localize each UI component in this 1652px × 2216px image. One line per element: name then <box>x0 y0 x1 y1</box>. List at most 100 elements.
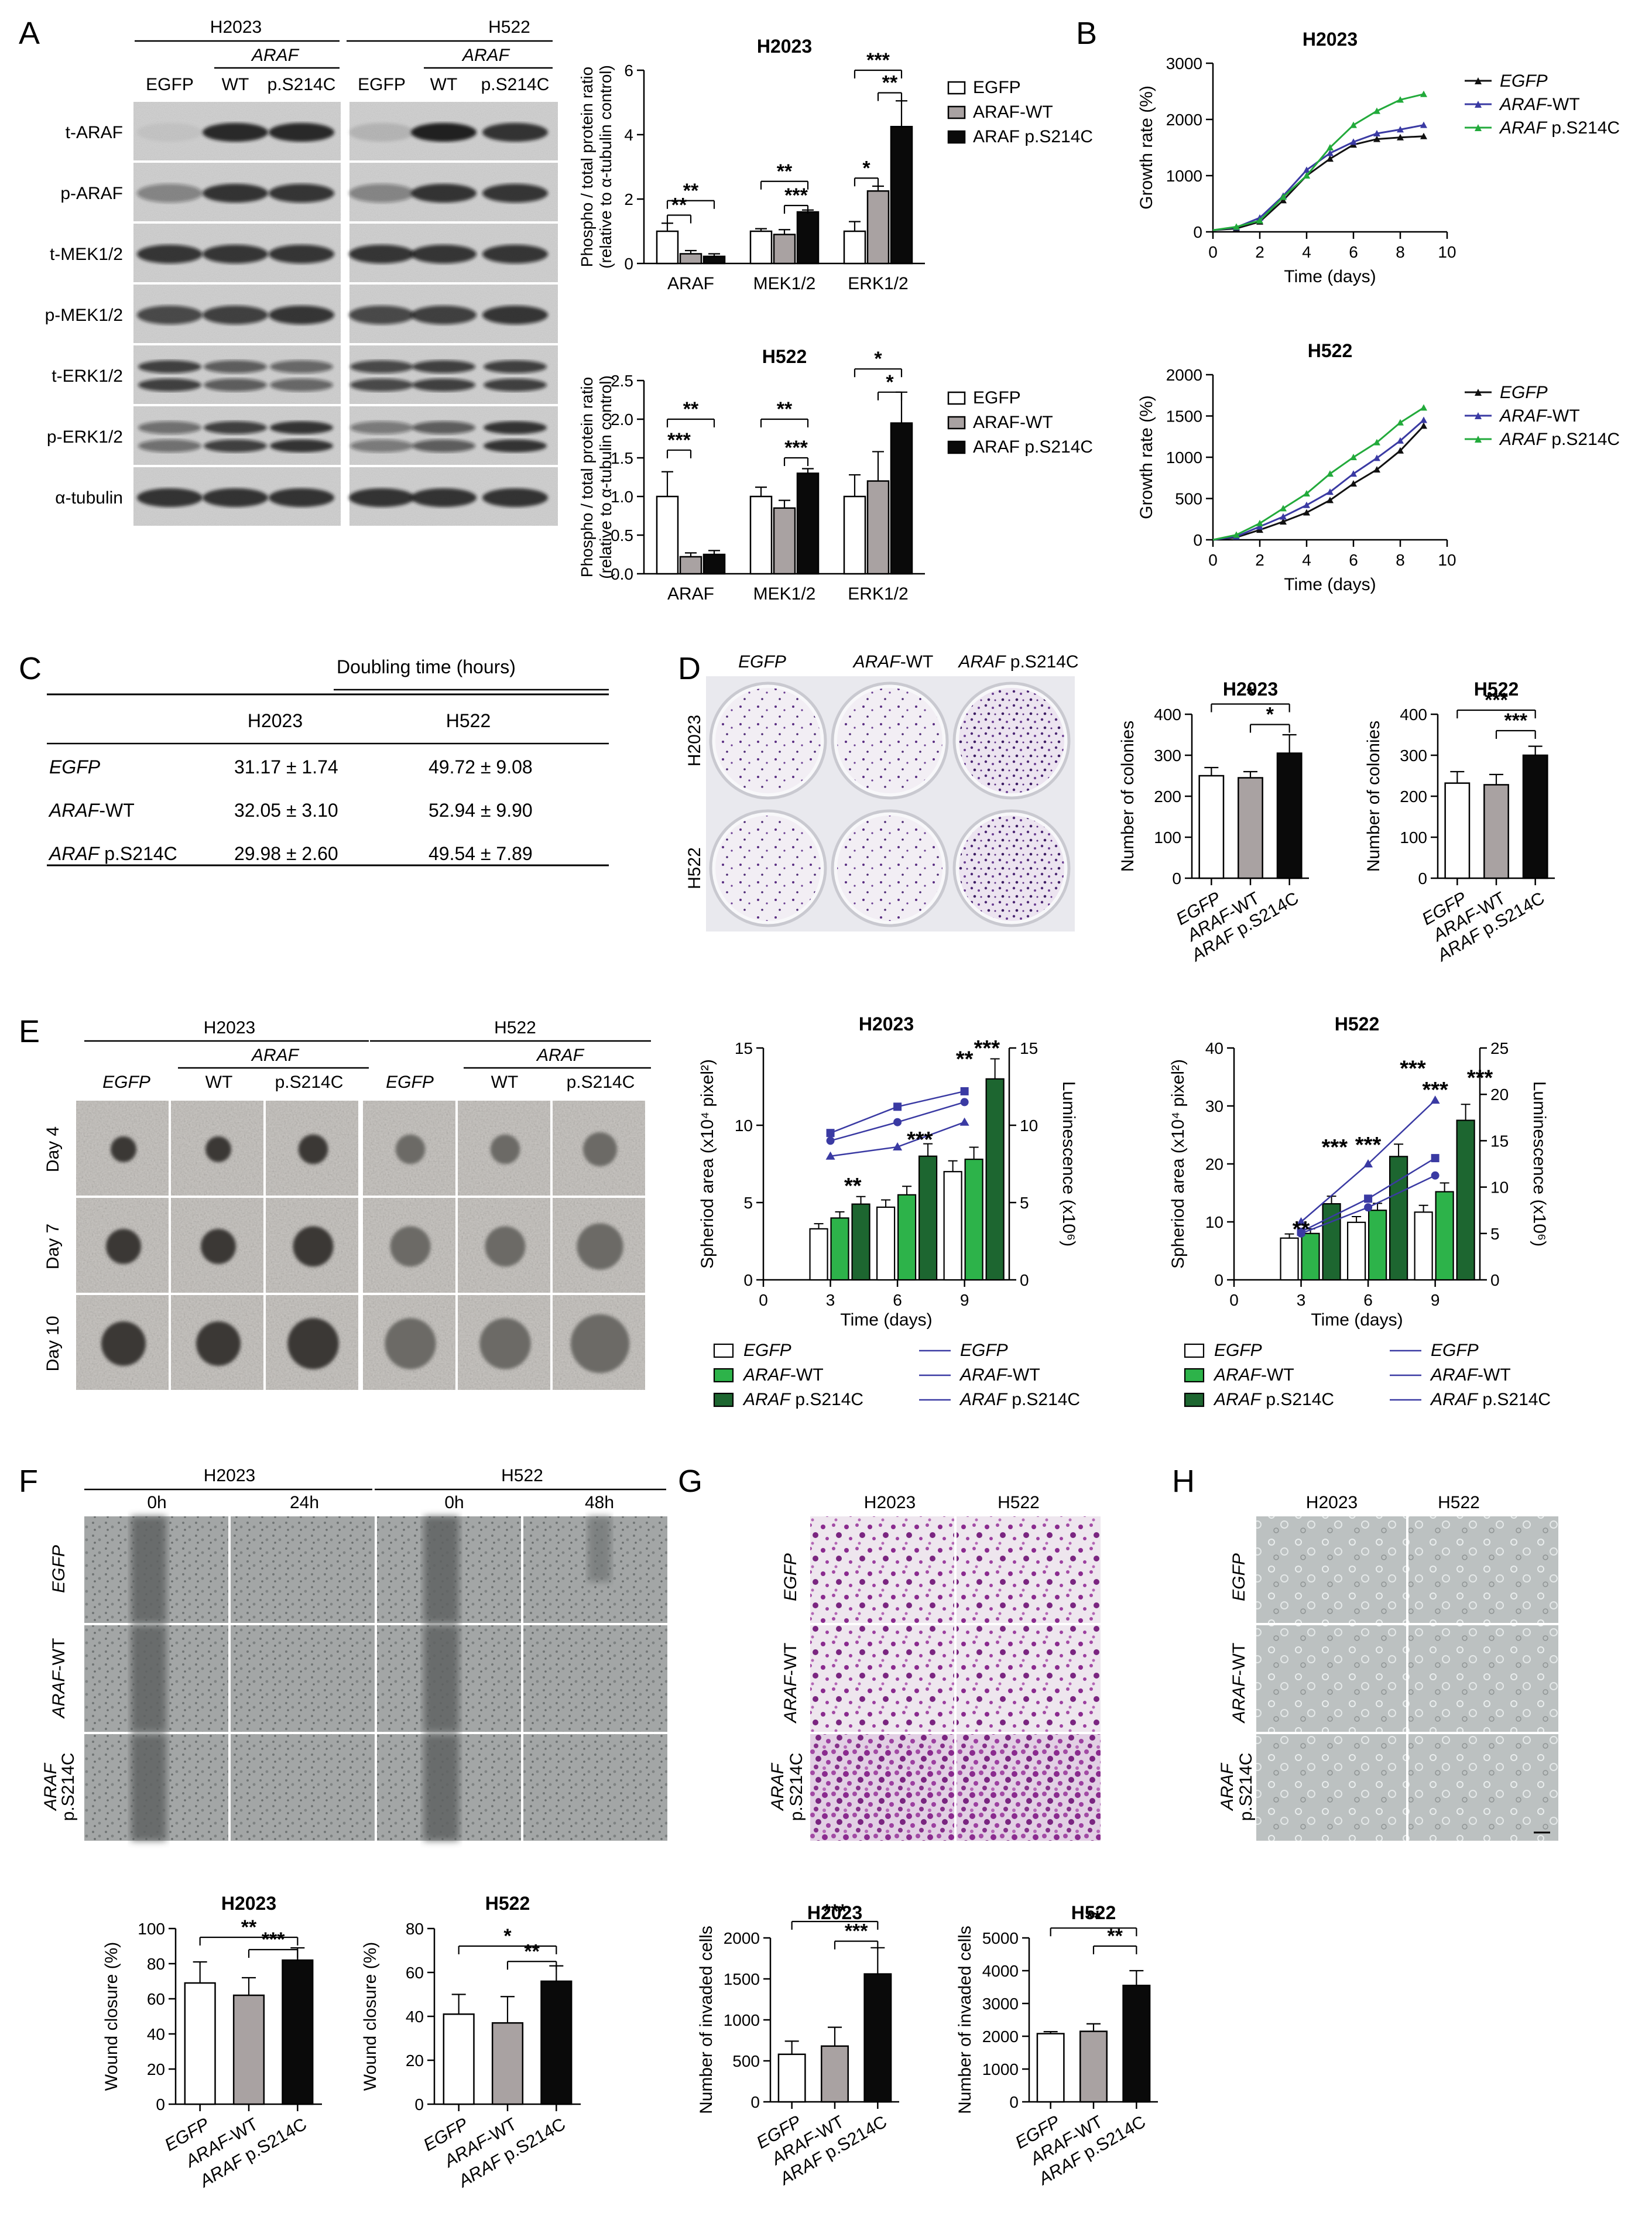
E-H2023-annot-1: *** <box>974 1036 1000 1061</box>
panel-c-table: Doubling time (hours) H2023 H522 EGFP 31.17 … <box>47 656 609 866</box>
blot-band-4-4-b <box>412 378 475 392</box>
inv-row-label-1: ARAF-WT <box>781 1643 800 1724</box>
wound-tile-0-1 <box>231 1516 375 1623</box>
point-E-H2023-1-2 <box>960 1087 969 1095</box>
point-B-H2023-2-8 <box>1397 96 1404 103</box>
E-H2023-x-tick-label-0: 0 <box>759 1291 768 1309</box>
blot-band-0-5 <box>482 123 548 142</box>
wound-gap-1-2 <box>424 1625 459 1732</box>
E-H522-ylabel-right: Luminescence (x10⁶) <box>1530 1081 1549 1246</box>
sph-spheroid-2-0 <box>101 1321 146 1366</box>
bar-A-H522-2-0 <box>843 495 866 575</box>
bar-F-H2023-1 <box>232 1994 265 2105</box>
blot-band-2-4 <box>411 245 477 263</box>
line-B-H522-0 <box>1212 425 1425 541</box>
A-H522-y-tick-label-5: 2.5 <box>611 372 633 390</box>
bar-G-H522-0 <box>1036 2033 1065 2103</box>
phase-row-label-0: EGFP <box>1229 1553 1249 1601</box>
blot-row-label-4: t-ERK1/2 <box>52 367 123 386</box>
blot-lane-label-5: p.S214C <box>481 75 550 94</box>
sph-header-h2023: H2023 <box>204 1018 255 1037</box>
blot-band-5-0-b <box>138 439 201 453</box>
chart-B-H522: H522 0 500 1000 1500 2000 0 2 4 6 8 10 Time (days) Gr… <box>1137 340 1620 594</box>
B-H522-y-tick-label-3: 1500 <box>1166 407 1202 426</box>
table-header: Doubling time (hours) <box>337 656 516 677</box>
sph-header-h522: H522 <box>494 1018 536 1037</box>
B-H2023-x-tick-label-0: 0 <box>1208 243 1218 261</box>
bar-G-H2023-1 <box>821 2045 849 2103</box>
sph-spheroid-1-2 <box>293 1226 334 1267</box>
colony-dish-1-0 <box>715 816 821 921</box>
blot-band-0-2 <box>269 123 334 142</box>
G-H2023-sig-0-stars: *** <box>845 1920 868 1943</box>
bar-A-H2023-2-2 <box>890 126 913 265</box>
sph-spheroid-2-4 <box>479 1318 531 1369</box>
phase-tile-1-0 <box>1256 1625 1406 1732</box>
A-H522-legend-label-2: ARAF p.S214C <box>973 437 1093 457</box>
point-B-H522-0-8 <box>1397 447 1404 454</box>
bar-A-H522-0-1 <box>679 556 702 575</box>
B-H2023-y-tick-label-3: 3000 <box>1166 54 1202 73</box>
point-B-H522-1-9 <box>1420 416 1427 423</box>
E-H522-xlabel: Time (days) <box>1311 1310 1403 1330</box>
E-H2023-legend-bar-label-2: ARAF p.S214C <box>742 1390 863 1409</box>
blot-lane-label-2: p.S214C <box>268 75 336 94</box>
point-E-H2023-2-0 <box>825 1151 835 1160</box>
sph-spheroid-2-1 <box>196 1321 241 1366</box>
bar-E-H522-1-0 <box>1346 1221 1366 1281</box>
bar-E-H522-2-0 <box>1414 1211 1433 1281</box>
B-H2023-x-tick-label-3: 6 <box>1349 243 1358 261</box>
bar-A-H2023-0-1 <box>679 253 702 265</box>
table-row-h522-2: 49.54 ± 7.89 <box>429 843 533 864</box>
blot-band-4-1-a <box>204 360 267 374</box>
blot-band-4-1-b <box>204 378 267 392</box>
bar-E-H2023-1-0 <box>876 1206 896 1281</box>
point-B-H2023-0-9 <box>1420 132 1427 139</box>
wound-tile-2-1 <box>231 1734 375 1841</box>
B-H2023-legend-marker-1 <box>1475 101 1482 108</box>
inv-row-label-0: EGFP <box>781 1553 800 1601</box>
E-H522-right-y-tick-label-2: 10 <box>1490 1179 1509 1197</box>
sph-spheroid-1-5 <box>577 1223 623 1270</box>
E-H522-left-y-tick-label-0: 0 <box>1214 1271 1223 1289</box>
wound-row-label-2b: p.S214C <box>59 1753 78 1821</box>
G-H2023-y-tick-label-0: 0 <box>750 2093 760 2111</box>
wound-header-h2023: H2023 <box>204 1466 255 1485</box>
blot-band-2-1 <box>203 245 268 263</box>
wound-tile-1-1 <box>231 1625 375 1732</box>
blot-band-5-1-a <box>204 421 267 434</box>
B-H522-legend-label-0: EGFP <box>1500 383 1548 402</box>
A-H2023-legend-swatch-1 <box>947 105 966 119</box>
B-H2023-ylabel: Growth rate (%) <box>1137 85 1156 210</box>
bar-D-H522-0 <box>1444 782 1471 879</box>
chart-B-H2023-title: H2023 <box>1303 29 1358 50</box>
blot-row-6 <box>133 467 558 526</box>
G-H522-y-tick-label-3: 3000 <box>982 1995 1019 2013</box>
E-H522-right-y-tick-label-4: 20 <box>1490 1085 1509 1104</box>
chart-A-H522-title: H522 <box>762 346 807 367</box>
point-B-H522-2-3 <box>1280 505 1287 512</box>
point-B-H522-1-5 <box>1327 488 1334 495</box>
table-row-h2023-2: 29.98 ± 2.60 <box>234 843 338 864</box>
chart-A-H2023-title: H2023 <box>757 36 812 57</box>
panel-letter-B: B <box>1076 16 1097 51</box>
blot-band-1-5 <box>482 184 548 203</box>
B-H522-x-tick-label-3: 6 <box>1349 551 1358 569</box>
E-H522-legend-line-label-0-part-0: EGFP <box>1431 1341 1479 1360</box>
point-E-H2023-2-1 <box>893 1142 903 1150</box>
B-H2023-y-tick-label-2: 2000 <box>1166 111 1202 129</box>
chart-B-H522-title: H522 <box>1308 340 1353 361</box>
inv-tile-2-1 <box>957 1734 1101 1841</box>
B-H2023-legend-marker-2 <box>1475 124 1482 131</box>
point-B-H2023-0-5 <box>1327 155 1334 162</box>
point-B-H522-0-4 <box>1303 509 1310 516</box>
B-H522-legend-label-1-part-1: -WT <box>1547 406 1580 426</box>
point-E-H522-2-1 <box>1363 1159 1373 1167</box>
point-B-H2023-2-3 <box>1280 193 1287 200</box>
wound-gap-1-0 <box>131 1625 166 1732</box>
wound-row-label-0-part-0: EGFP <box>49 1545 68 1593</box>
F-H2023-sig-0-stars: *** <box>262 1929 285 1951</box>
colony-dish-0-1 <box>837 688 942 793</box>
blot-band-2-5 <box>482 245 548 263</box>
